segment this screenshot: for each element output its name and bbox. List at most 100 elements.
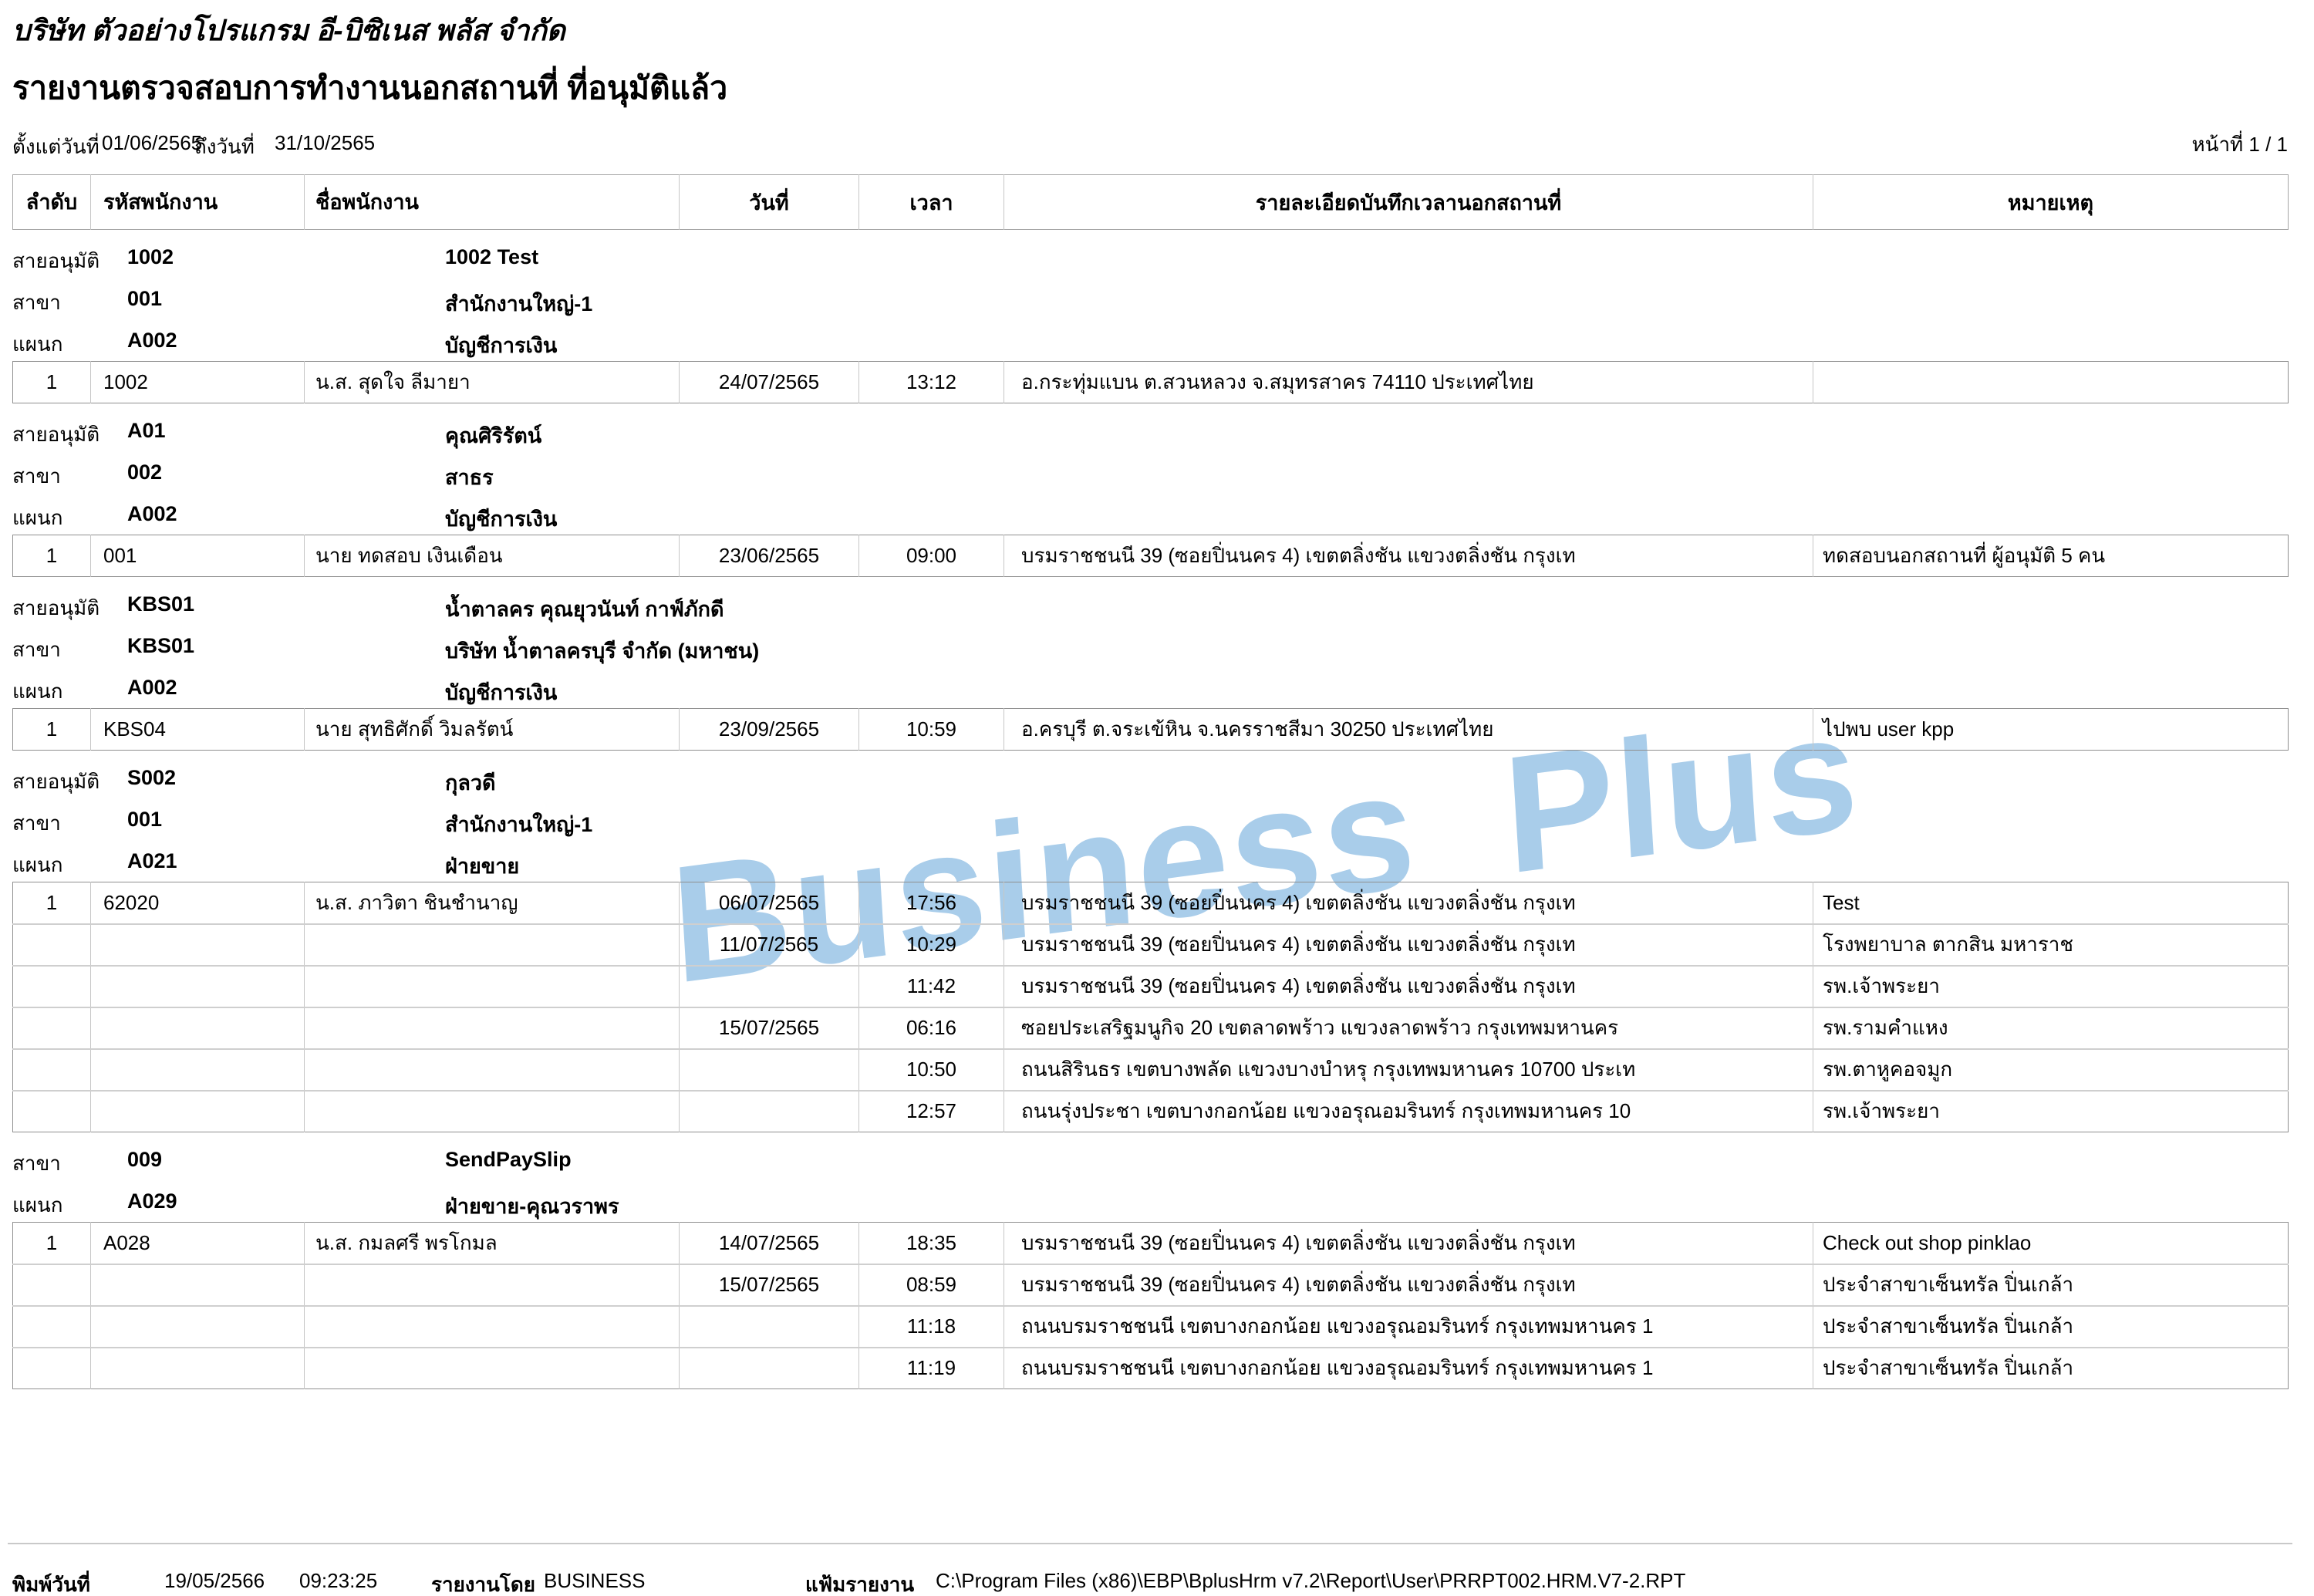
- group-label: สายอนุมัติ: [12, 423, 100, 446]
- table-row: 10:50 ถนนสิรินธร เขตบางพลัด แขวงบางบำหรุ…: [12, 1048, 2289, 1091]
- cell-seq: [12, 1346, 91, 1389]
- cell-time: 11:19: [858, 1346, 1004, 1389]
- group-code: 009: [127, 1148, 163, 1171]
- group-rows-table: 1 1002 น.ส. สุดใจ ลีมายา 24/07/2565 13:1…: [12, 361, 2289, 403]
- cell-note: ประจำสาขาเซ็นทรัล ปิ่นเกล้า: [1813, 1304, 2289, 1348]
- group-code: KBS01: [127, 634, 195, 657]
- report-by-label: รายงานโดย: [431, 1573, 535, 1596]
- table-row: 1 001 นาย ทดสอบ เงินเดือน 23/06/2565 09:…: [13, 535, 2289, 577]
- group-label: แผนก: [12, 1193, 63, 1216]
- group-label-line: แผนก A021 ฝ่ายขาย: [12, 840, 2288, 882]
- cell-note: รพ.เจ้าพระยา: [1813, 964, 2289, 1007]
- employee-group: สายอนุมัติ 1002 1002 Test สาขา 001 สำนัก…: [12, 236, 2289, 403]
- group-code: 001: [127, 287, 163, 310]
- group-name: ฝ่ายขาย-คุณวราพร: [445, 1195, 619, 1218]
- group-name: บัญชีการเงิน: [445, 334, 558, 357]
- group-code: A002: [127, 676, 177, 699]
- date-from-value: 01/06/2565: [102, 131, 203, 154]
- cell-time: 11:42: [858, 964, 1004, 1007]
- cell-note: โรงพยาบาล ตากสิน มหาราช: [1813, 923, 2289, 966]
- group-label: สาขา: [12, 1152, 61, 1175]
- cell-time: 13:12: [858, 361, 1004, 403]
- group-label-line: สายอนุมัติ KBS01 น้ำตาลคร คุณยุวนันท์ กา…: [12, 583, 2288, 625]
- cell-location-detail: บรมราชชนนี 39 (ซอยปิ่นนคร 4) เขตตลิ่งชัน…: [1004, 923, 1813, 966]
- cell-note: รพ.เจ้าพระยา: [1813, 1089, 2289, 1132]
- col-header-name: ชื่อพนักงาน: [304, 174, 680, 230]
- cell-note: รพ.ตาหูคอจมูก: [1813, 1048, 2289, 1091]
- cell-location-detail: อ.กระทุ่มแบน ต.สวนหลวง จ.สมุทรสาคร 74110…: [1004, 361, 1813, 403]
- group-label-line: แผนก A002 บัญชีการเงิน: [12, 319, 2288, 361]
- cell-location-detail: ซอยประเสริฐมนูกิจ 20 เขตลาดพร้าว แขวงลาด…: [1004, 1006, 1813, 1049]
- cell-note: Test: [1813, 882, 2289, 924]
- group-name: บริษัท น้ำตาลครบุรี จำกัด (มหาชน): [445, 639, 760, 663]
- cell-employee-code: KBS04: [90, 708, 305, 751]
- cell-seq: 1: [46, 544, 58, 567]
- cell-note: ไปพบ user kpp: [1813, 708, 2289, 751]
- cell-seq: [12, 1304, 91, 1348]
- report-by-value: BUSINESS: [544, 1569, 646, 1592]
- col-header-detail: รายละเอียดบันทึกเวลานอกสถานที่: [1004, 174, 1813, 230]
- cell-location-detail: อ.ครบุรี ต.จระเข้หิน จ.นครราชสีมา 30250 …: [1004, 708, 1813, 751]
- group-code: A029: [127, 1189, 177, 1213]
- group-code: A021: [127, 849, 177, 872]
- cell-employee-name: [304, 1089, 680, 1132]
- cell-date: [679, 1304, 859, 1348]
- cell-date: 15/07/2565: [679, 1263, 859, 1306]
- cell-location-detail: ถนนบรมราชชนนี เขตบางกอกน้อย แขวงอรุณอมริ…: [1004, 1346, 1813, 1389]
- cell-employee-code: [90, 964, 305, 1007]
- col-header-date: วันที่: [679, 174, 859, 230]
- table-row: 1 A028 น.ส. กมลศรี พรโกมล 14/07/2565 18:…: [13, 1222, 2289, 1264]
- group-label: สาขา: [12, 811, 61, 835]
- cell-time: 09:00: [858, 535, 1004, 577]
- cell-location-detail: ถนนบรมราชชนนี เขตบางกอกน้อย แขวงอรุณอมริ…: [1004, 1304, 1813, 1348]
- group-name: สำนักงานใหญ่-1: [445, 292, 593, 315]
- group-name: สำนักงานใหญ่-1: [445, 813, 593, 836]
- group-label-line: สาขา 002 สาธร: [12, 451, 2288, 493]
- cell-seq: [12, 1006, 91, 1049]
- group-label-line: สายอนุมัติ 1002 1002 Test: [12, 236, 2288, 278]
- group-label: แผนก: [12, 332, 63, 356]
- cell-time: 10:59: [858, 708, 1004, 751]
- col-header-code: รหัสพนักงาน: [90, 174, 305, 230]
- employee-group: สายอนุมัติ KBS01 น้ำตาลคร คุณยุวนันท์ กา…: [12, 583, 2289, 751]
- cell-employee-code: [90, 1304, 305, 1348]
- group-label: สายอนุมัติ: [12, 249, 100, 272]
- cell-seq: 1: [46, 890, 58, 914]
- group-name: กุลวดี: [445, 771, 496, 795]
- cell-employee-code: [90, 923, 305, 966]
- cell-seq: [12, 964, 91, 1007]
- group-rows-table: 1 62020 น.ส. ภาวิตา ชินชำนาญ 06/07/2565 …: [12, 882, 2289, 1132]
- cell-note: [1813, 361, 2289, 403]
- cell-date: 15/07/2565: [679, 1006, 859, 1049]
- cell-seq: 1: [46, 717, 58, 741]
- employee-group: สาขา 009 SendPaySlip แผนก A029 ฝ่ายขาย-ค…: [12, 1139, 2289, 1389]
- group-name: บัญชีการเงิน: [445, 508, 558, 531]
- employee-group: สายอนุมัติ A01 คุณศิริรัตน์ สาขา 002 สาธ…: [12, 410, 2289, 577]
- cell-note: ประจำสาขาเซ็นทรัล ปิ่นเกล้า: [1813, 1346, 2289, 1389]
- cell-seq: 1: [46, 370, 58, 393]
- footer-divider: [8, 1543, 2292, 1544]
- group-label-line: สาขา 001 สำนักงานใหญ่-1: [12, 278, 2288, 319]
- print-time-value: 09:23:25: [299, 1569, 378, 1592]
- report-file-path: C:\Program Files (x86)\EBP\BplusHrm v7.2…: [936, 1569, 1686, 1592]
- cell-note: ประจำสาขาเซ็นทรัล ปิ่นเกล้า: [1813, 1263, 2289, 1306]
- group-code: A01: [127, 419, 166, 442]
- cell-employee-name: [304, 1048, 680, 1091]
- group-label-line: สาขา 001 สำนักงานใหญ่-1: [12, 798, 2288, 840]
- group-name: ฝ่ายขาย: [445, 855, 520, 878]
- cell-employee-code: 62020: [90, 882, 305, 924]
- cell-seq: [12, 1048, 91, 1091]
- group-label-line: แผนก A029 ฝ่ายขาย-คุณวราพร: [12, 1180, 2288, 1222]
- group-name: น้ำตาลคร คุณยุวนันท์ กาฟ์ภักดี: [445, 598, 724, 621]
- group-label: สาขา: [12, 464, 61, 488]
- group-label-line: สายอนุมัติ S002 กุลวดี: [12, 757, 2288, 798]
- cell-employee-code: 001: [90, 535, 305, 577]
- date-to-value: 31/10/2565: [275, 131, 376, 154]
- cell-time: 10:29: [858, 923, 1004, 966]
- col-header-time: เวลา: [858, 174, 1004, 230]
- group-rows-table: 1 KBS04 นาย สุทธิศักดิ์ วิมลรัตน์ 23/09/…: [12, 708, 2289, 751]
- table-row: 12:57 ถนนรุ่งประชา เขตบางกอกน้อย แขวงอรุ…: [12, 1089, 2289, 1132]
- table-row: 1 62020 น.ส. ภาวิตา ชินชำนาญ 06/07/2565 …: [13, 882, 2289, 924]
- col-header-note: หมายเหตุ: [1813, 174, 2289, 230]
- column-header-row: ลำดับ รหัสพนักงาน ชื่อพนักงาน วันที่ เวล…: [12, 174, 2289, 230]
